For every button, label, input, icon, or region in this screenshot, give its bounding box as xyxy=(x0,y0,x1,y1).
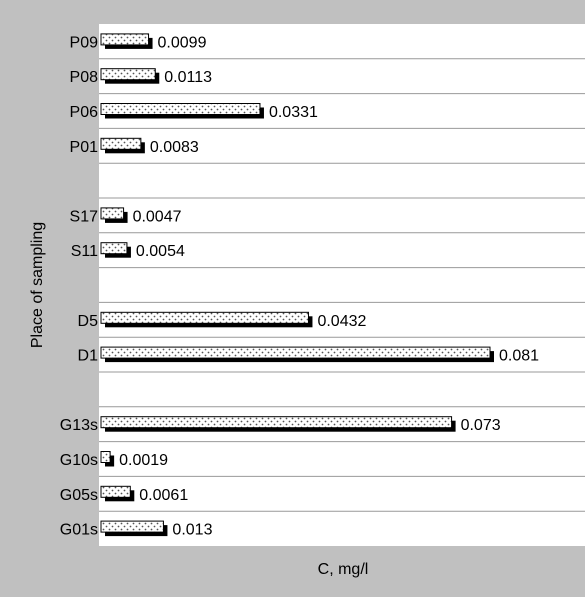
category-label: P01 xyxy=(70,139,99,156)
value-label: 0.0054 xyxy=(136,243,185,260)
value-label: 0.0432 xyxy=(317,313,366,330)
bar xyxy=(100,311,309,324)
x-axis-label: C, mg/l xyxy=(318,561,369,578)
bar xyxy=(100,346,491,359)
bar xyxy=(100,137,142,150)
value-label: 0.0331 xyxy=(269,104,318,121)
value-label: 0.0113 xyxy=(164,69,212,86)
category-label: G01s xyxy=(60,522,98,539)
value-label: 0.013 xyxy=(172,522,212,539)
category-labels: P09 P08 P06 P01 S17 S11 D5 D1 G13s G10s G05s G01s xyxy=(60,34,98,538)
value-label: 0.0019 xyxy=(119,452,168,469)
category-label: S17 xyxy=(70,208,99,225)
category-label: S11 xyxy=(71,243,98,260)
category-label: G13s xyxy=(60,417,98,434)
bar xyxy=(100,416,453,429)
value-label: 0.0061 xyxy=(139,487,188,504)
bar xyxy=(100,485,131,498)
category-label: P08 xyxy=(70,69,99,86)
bar xyxy=(100,103,261,115)
bar xyxy=(100,451,111,463)
bar xyxy=(100,520,164,533)
value-label: 0.073 xyxy=(461,417,501,434)
value-label: 0.0099 xyxy=(158,34,207,51)
value-labels: 0.0099 0.0113 0.0331 0.0083 0.0047 0.0054 0.04… xyxy=(119,34,539,538)
bar xyxy=(100,68,156,81)
value-label: 0.081 xyxy=(499,348,539,365)
bar xyxy=(100,33,150,46)
category-label: D1 xyxy=(78,348,99,365)
bar-series xyxy=(100,33,494,537)
category-label: G10s xyxy=(60,452,98,469)
y-axis-label: Place of sampling xyxy=(29,222,46,348)
gridlines xyxy=(99,58,585,512)
category-label: G05s xyxy=(60,487,98,504)
value-label: 0.0083 xyxy=(150,139,199,156)
value-label: 0.0047 xyxy=(133,208,182,225)
category-label: P06 xyxy=(70,104,99,121)
category-label: D5 xyxy=(78,313,99,330)
category-label: P09 xyxy=(70,34,99,51)
bar xyxy=(100,207,125,220)
bar xyxy=(100,242,128,255)
plot-area xyxy=(99,24,585,546)
